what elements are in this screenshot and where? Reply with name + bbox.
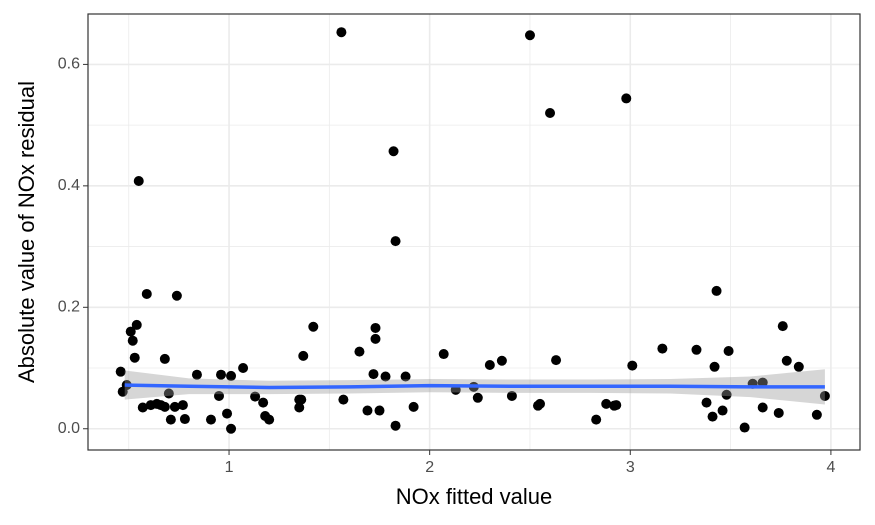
point <box>621 93 632 104</box>
smooth-line <box>124 383 825 390</box>
point <box>611 400 622 411</box>
point <box>545 107 556 118</box>
point <box>141 288 152 299</box>
x-tick-label: 3 <box>626 459 635 476</box>
point <box>723 346 734 357</box>
y-axis-title: Absolute value of NOx residual <box>14 81 39 383</box>
point <box>171 290 182 301</box>
point <box>701 397 712 408</box>
point <box>125 326 136 337</box>
point <box>472 392 483 403</box>
point <box>390 420 401 431</box>
point <box>591 414 602 425</box>
point <box>165 414 176 425</box>
point <box>169 401 180 412</box>
point <box>757 402 768 413</box>
point <box>133 175 144 186</box>
point <box>159 401 170 412</box>
point <box>627 360 638 371</box>
point <box>294 402 305 413</box>
point <box>388 146 399 157</box>
point <box>374 405 385 416</box>
point <box>438 349 449 360</box>
point <box>354 346 365 357</box>
point <box>308 321 319 332</box>
point <box>390 236 401 247</box>
point <box>222 408 233 419</box>
x-tick-label: 4 <box>826 459 835 476</box>
point <box>258 397 269 408</box>
point <box>506 390 517 401</box>
point <box>362 405 373 416</box>
point <box>298 350 309 361</box>
y-tick-label: 0.2 <box>58 299 80 316</box>
point <box>163 388 174 399</box>
point <box>707 411 718 422</box>
point <box>551 355 562 366</box>
point <box>757 377 768 388</box>
point <box>131 319 142 330</box>
panel-border <box>87 13 861 451</box>
point <box>159 353 170 364</box>
y-tick-label: 0.4 <box>58 177 80 194</box>
point <box>601 398 612 409</box>
point <box>711 285 722 296</box>
x-tick-label: 1 <box>225 459 234 476</box>
point <box>296 394 307 405</box>
point <box>657 343 668 354</box>
point <box>127 335 138 346</box>
point <box>721 389 732 400</box>
y-tick-label: 0.6 <box>58 56 80 73</box>
point <box>811 409 822 420</box>
point <box>370 333 381 344</box>
point <box>717 405 728 416</box>
point <box>238 363 249 374</box>
point <box>496 355 507 366</box>
point <box>129 352 140 363</box>
x-axis-title: NOx fitted value <box>396 484 553 509</box>
point <box>691 344 702 355</box>
point <box>709 361 720 372</box>
point <box>216 369 227 380</box>
point <box>380 371 391 382</box>
point <box>524 30 535 41</box>
point <box>773 407 784 418</box>
point <box>137 402 148 413</box>
point <box>793 361 804 372</box>
point <box>400 371 411 382</box>
point <box>781 355 792 366</box>
point <box>214 390 225 401</box>
x-tick-label: 2 <box>425 459 434 476</box>
point <box>535 398 546 409</box>
point <box>115 366 126 377</box>
point <box>368 369 379 380</box>
point <box>264 414 275 425</box>
point <box>177 400 188 411</box>
point <box>205 414 216 425</box>
point <box>179 414 190 425</box>
point <box>408 401 419 412</box>
point <box>226 423 237 434</box>
point <box>338 394 349 405</box>
point <box>819 390 830 401</box>
point <box>370 322 381 333</box>
point <box>484 359 495 370</box>
point <box>250 391 261 402</box>
point <box>777 321 788 332</box>
point <box>336 27 347 38</box>
point <box>191 369 202 380</box>
point <box>226 370 237 381</box>
y-tick-label: 0.0 <box>58 420 80 437</box>
point <box>739 422 750 433</box>
